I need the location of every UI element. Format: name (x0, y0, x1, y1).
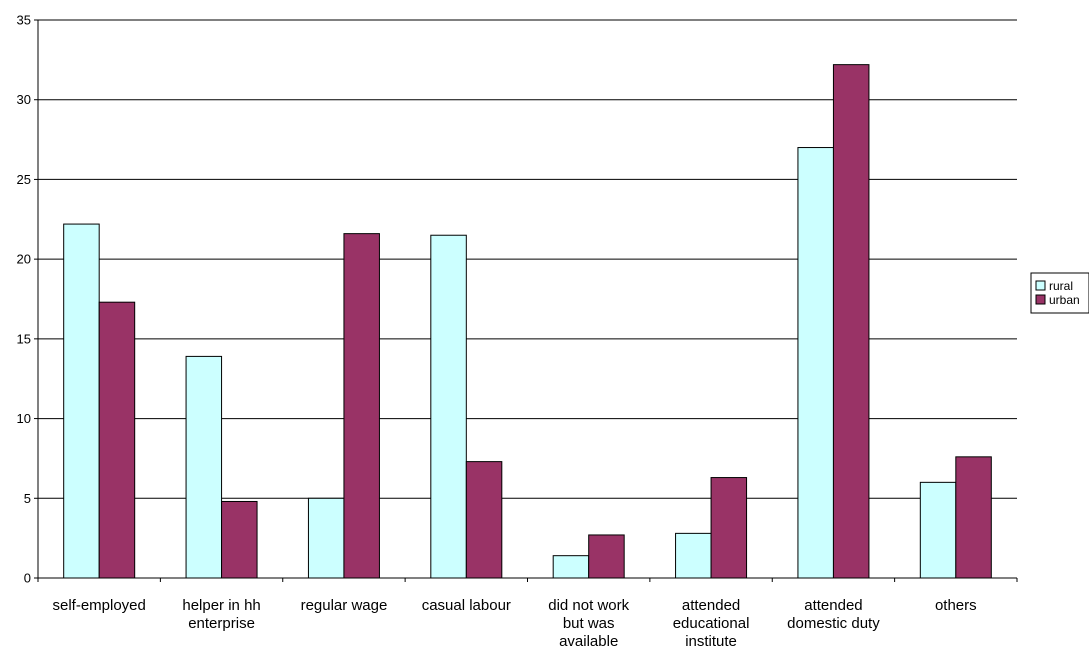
legend-box (1030, 272, 1089, 314)
legend-label-rural: rural (1049, 279, 1073, 293)
x-category-label: helper in hh enterprise (182, 597, 260, 632)
x-category-label: regular wage (301, 597, 388, 614)
bar-urban-7 (955, 456, 992, 579)
y-tick-label: 15 (17, 331, 31, 346)
x-category-label: attended educational institute (673, 597, 750, 650)
bar-urban-0 (98, 301, 136, 579)
x-category-label: attended domestic duty (787, 597, 880, 632)
axes (34, 19, 1018, 582)
bars (63, 64, 992, 579)
x-category-label: self-employed (52, 597, 145, 614)
y-tick-labels: 0 5 10 15 20 25 30 35 (17, 13, 31, 586)
y-tick-label: 30 (17, 92, 31, 107)
y-tick-label: 0 (24, 571, 31, 586)
y-tick-label: 35 (17, 13, 31, 28)
bar-rural-0 (63, 223, 100, 579)
bar-urban-3 (465, 461, 503, 579)
y-tick-label: 20 (17, 252, 31, 267)
legend-swatch-urban (1035, 294, 1046, 305)
bar-rural-1 (185, 355, 223, 579)
x-category-label: did not work but was available (548, 597, 629, 650)
legend-label-urban: urban (1049, 293, 1080, 307)
x-category-labels: self-employed helper in hh enterprise regul… (52, 597, 976, 650)
bar-rural-6 (797, 147, 834, 579)
x-category-label: others (935, 597, 977, 614)
y-tick-label: 25 (17, 172, 31, 187)
y-tick-label: 10 (17, 411, 31, 426)
bar-rural-2 (307, 497, 345, 579)
bar-urban-6 (832, 64, 870, 579)
bar-urban-2 (343, 233, 380, 579)
bar-rural-5 (675, 532, 712, 579)
bar-rural-7 (919, 481, 957, 579)
bar-urban-4 (588, 534, 625, 579)
y-tick-label: 5 (24, 491, 31, 506)
bar-rural-3 (430, 234, 467, 579)
bar-urban-1 (221, 500, 258, 579)
legend-swatch-rural (1035, 280, 1046, 291)
x-category-label: casual labour (422, 597, 511, 614)
gridlines (38, 19, 1017, 499)
bar-urban-5 (710, 477, 748, 579)
bar-rural-4 (552, 555, 590, 579)
